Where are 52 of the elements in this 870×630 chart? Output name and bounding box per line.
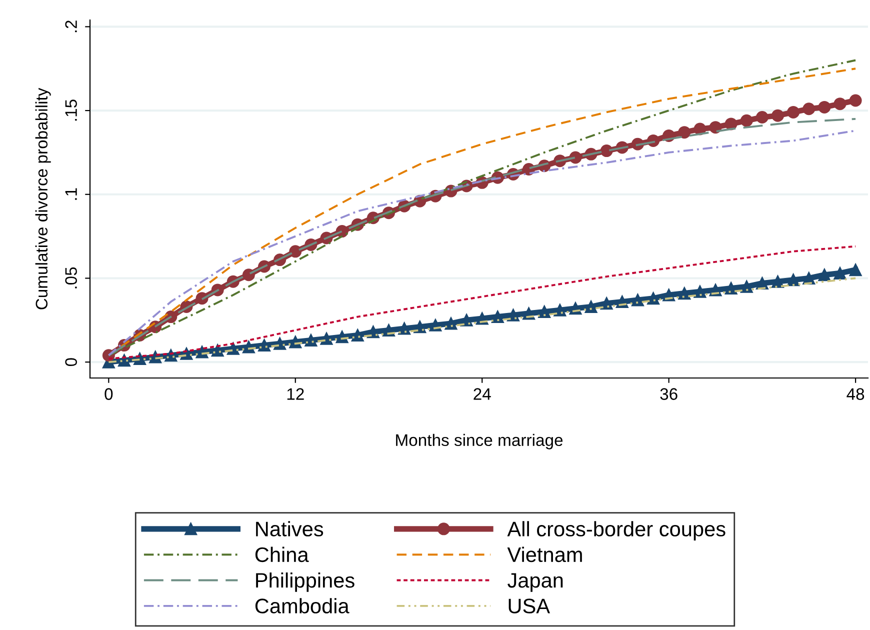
point bbox=[787, 106, 800, 118]
x-tick-label: 12 bbox=[287, 388, 304, 400]
point bbox=[834, 266, 846, 280]
point bbox=[678, 126, 691, 139]
legend-label: Cambodia bbox=[255, 598, 350, 614]
point bbox=[724, 282, 738, 295]
y-axis-title: Cumulative divorce probability bbox=[35, 88, 51, 310]
point bbox=[678, 287, 691, 300]
point bbox=[709, 121, 722, 134]
y-tick-label: .1 bbox=[65, 188, 77, 200]
y-tick-label: 0 bbox=[65, 358, 77, 366]
x-tick-label: 48 bbox=[846, 388, 864, 400]
point bbox=[242, 268, 255, 282]
point bbox=[647, 292, 660, 305]
legend-label: All cross-border coupes bbox=[507, 521, 726, 541]
x-axis-title: Months since marriage bbox=[396, 434, 563, 450]
legend-label: Japan bbox=[508, 573, 563, 592]
point bbox=[584, 300, 598, 313]
point bbox=[258, 339, 271, 352]
point bbox=[772, 109, 784, 122]
x-tick-label: 0 bbox=[104, 388, 113, 400]
legend-label: Natives bbox=[256, 521, 324, 536]
point bbox=[802, 102, 816, 116]
point bbox=[491, 310, 504, 324]
point bbox=[351, 328, 364, 342]
y-tick-label: .05 bbox=[65, 267, 77, 288]
point bbox=[600, 144, 613, 158]
legend-label: Philippines bbox=[256, 572, 354, 592]
point bbox=[538, 306, 551, 318]
legend-label: USA bbox=[508, 598, 550, 614]
point bbox=[818, 268, 831, 282]
legend-label: China bbox=[255, 546, 309, 562]
point bbox=[631, 294, 644, 306]
point bbox=[756, 111, 768, 124]
point bbox=[304, 334, 318, 347]
point bbox=[849, 94, 862, 107]
y-tick-label: .15 bbox=[65, 100, 77, 121]
x-tick-label: 36 bbox=[660, 388, 678, 400]
point bbox=[740, 114, 753, 127]
point bbox=[849, 264, 862, 276]
point bbox=[289, 245, 302, 258]
point bbox=[398, 322, 411, 335]
point bbox=[818, 100, 831, 114]
point bbox=[772, 275, 784, 288]
point bbox=[740, 280, 753, 293]
point bbox=[694, 285, 706, 298]
y-tick-label: .2 bbox=[65, 20, 77, 32]
point bbox=[834, 98, 846, 110]
point bbox=[787, 274, 800, 286]
point bbox=[444, 317, 458, 330]
x-tick-label: 24 bbox=[474, 388, 491, 400]
legend-label: Vietnam bbox=[507, 546, 582, 562]
